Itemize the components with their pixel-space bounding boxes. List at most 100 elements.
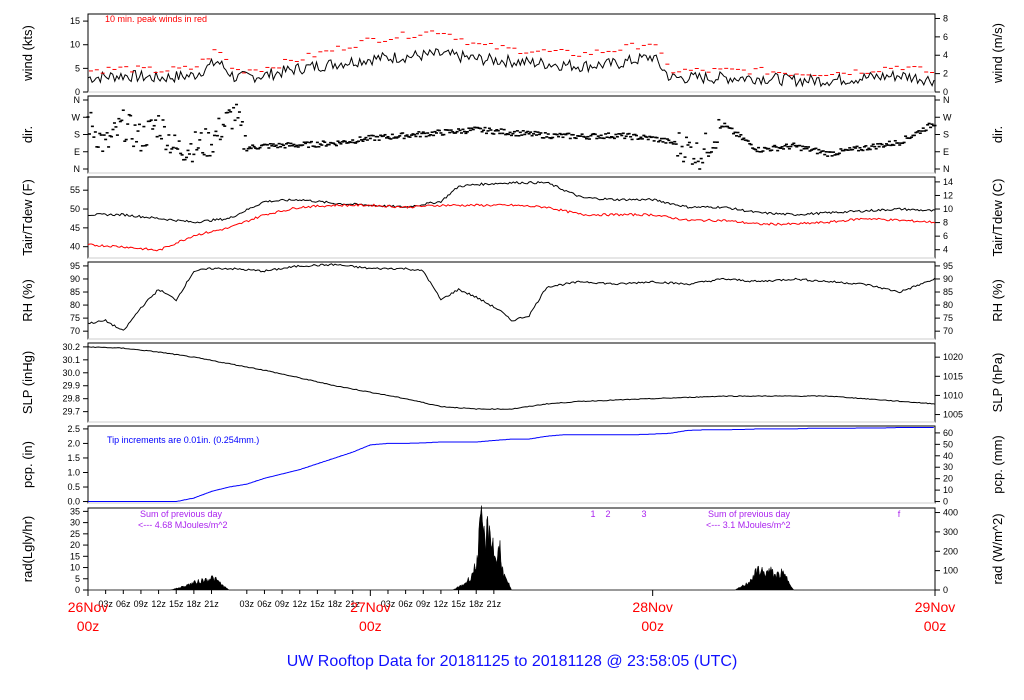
- slp-ytick-label-left: 30.2: [62, 342, 80, 352]
- dir-ytick-label-right: E: [943, 147, 949, 157]
- dir-ytick-label-right: S: [943, 130, 949, 140]
- wind-ytick-label-right: 4: [943, 50, 948, 60]
- pcp-ytick-label-right: 30: [943, 462, 953, 472]
- rh-ytick-label-left: 70: [70, 326, 80, 336]
- rad-mark: 2: [605, 509, 610, 519]
- dir-ylabel-right: dir.: [990, 126, 1005, 143]
- rh-ytick-label-left: 80: [70, 300, 80, 310]
- temp-ytick-label-right: 10: [943, 204, 953, 214]
- pcp-ytick-label-right: 20: [943, 474, 953, 484]
- x-tick-label: 18z: [187, 599, 202, 609]
- x-day-hour-label: 00z: [77, 618, 100, 634]
- rh-ytick-label-right: 90: [943, 274, 953, 284]
- pcp-ylabel-left: pcp. (in): [20, 441, 35, 488]
- pcp-ytick-label-left: 1.0: [67, 467, 80, 477]
- x-tick-label: 03z: [240, 599, 255, 609]
- x-tick-label: 03z: [381, 599, 396, 609]
- pcp-annotation: Tip increments are 0.01in. (0.254mm.): [107, 435, 259, 445]
- x-tick-label: 15z: [451, 599, 466, 609]
- temp-ytick-label-left: 55: [70, 185, 80, 195]
- rad-mark: f: [898, 509, 901, 519]
- x-tick-label: 12z: [292, 599, 307, 609]
- x-day-label: 27Nov: [350, 599, 390, 615]
- rad-mark: 3: [641, 509, 646, 519]
- x-tick-label: 18z: [469, 599, 484, 609]
- x-tick-label: 03z: [98, 599, 113, 609]
- pcp-line: [88, 427, 934, 502]
- wind-frame: [87, 13, 936, 93]
- temp-ylabel-left: Tair/Tdew (F): [20, 179, 35, 256]
- slp-ytick-label-left: 29.7: [62, 407, 80, 417]
- wind-ytick-label-right: 8: [943, 13, 948, 23]
- x-day-label: 26Nov: [68, 599, 108, 615]
- rad-panel: rad(Lgly/hr) rad (W/m^2)05101520253035010…: [20, 505, 1005, 595]
- rad-annotation-2: Sum of previous day: [708, 509, 791, 519]
- pcp-panel: pcp. (in) pcp. (mm) 0.0 0.5 1.0 1.5 2.0 2.5 0 102…: [20, 424, 1005, 507]
- wind-ytick-label-left: 15: [70, 16, 80, 26]
- pcp-ytick-label-right: 50: [943, 439, 953, 449]
- rad-ytick-label-left: 15: [70, 551, 80, 561]
- rad-ytick-label-left: 35: [70, 506, 80, 516]
- rh-ytick-label-right: 80: [943, 300, 953, 310]
- rad-ylabel-right: rad (W/m^2): [990, 513, 1005, 584]
- rad-ytick-label-left: 5: [75, 574, 80, 584]
- slp-ytick-label-right: 1010: [943, 390, 963, 400]
- temp-ylabel-right: Tair/Tdew (C): [990, 178, 1005, 256]
- rh-panel: RH (%) RH (%) 70 75 80 85 90 95 70 75 80 85 90 95: [20, 261, 1005, 340]
- rad-annotation-2-value: <--- 3.1 MJoules/m^2: [706, 520, 791, 530]
- temp-ytick-label-right: 8: [943, 218, 948, 228]
- rh-ylabel-left: RH (%): [20, 279, 35, 322]
- temp-frame: [87, 176, 936, 259]
- x-tick-label: 06z: [257, 599, 272, 609]
- rad-ytick-label-left: 10: [70, 563, 80, 573]
- rad-ytick-label-left: 20: [70, 540, 80, 550]
- dir-ytick-label-right: N: [943, 164, 950, 174]
- rad-ytick-label-right: 0: [943, 585, 948, 595]
- x-tick-label: 18z: [328, 599, 343, 609]
- rad-ytick-label-right: 200: [943, 546, 958, 556]
- wind-ytick-label-left: 10: [70, 40, 80, 50]
- rad-area: [88, 505, 935, 591]
- pcp-ytick-label-left: 2.0: [67, 438, 80, 448]
- pcp-ytick-label-left: 0.0: [67, 497, 80, 507]
- tair-line: [87, 180, 936, 224]
- temp-ytick-label-left: 50: [70, 204, 80, 214]
- x-tick-label: 21z: [204, 599, 219, 609]
- rh-frame: [87, 261, 936, 340]
- rh-ytick-label-right: 85: [943, 287, 953, 297]
- tdew-line: [87, 203, 936, 252]
- rh-ytick-label-left: 90: [70, 274, 80, 284]
- x-day-label: 28Nov: [632, 599, 672, 615]
- slp-ytick-label-right: 1015: [943, 371, 963, 381]
- dir-ytick-label-right: W: [943, 112, 952, 122]
- rad-ylabel-left: rad(Lgly/hr): [20, 516, 35, 582]
- x-tick-label: 12z: [434, 599, 449, 609]
- rad-ytick-label-right: 300: [943, 527, 958, 537]
- rh-ytick-label-left: 85: [70, 287, 80, 297]
- slp-ytick-label-left: 30.0: [62, 368, 80, 378]
- slp-ytick-label-left: 29.9: [62, 381, 80, 391]
- pcp-ytick-label-left: 1.5: [67, 453, 80, 463]
- slp-ytick-label-left: 30.1: [62, 355, 80, 365]
- dir-ytick-label-left: N: [74, 164, 81, 174]
- dir-ytick-label-right: N: [943, 95, 950, 105]
- slp-frame: [87, 342, 936, 423]
- x-axis: 03z 06z 09z 12z 15z 18z 21z 03z 06z 09z 12z 15z 18z 2…: [68, 590, 955, 634]
- page-title: UW Rooftop Data for 20181125 to 20181128…: [287, 653, 738, 670]
- temp-ytick-label-left: 45: [70, 223, 80, 233]
- rad-mark: 1: [590, 509, 595, 519]
- wind-ylabel-left: wind (kts): [20, 25, 35, 82]
- rad-ytick-label-right: 100: [943, 566, 958, 576]
- dir-ytick-label-left: E: [74, 147, 80, 157]
- x-day-hour-label: 00z: [641, 618, 664, 634]
- x-tick-label: 09z: [416, 599, 431, 609]
- temp-ytick-label-right: 12: [943, 190, 953, 200]
- temp-ytick-label-right: 6: [943, 231, 948, 241]
- x-tick-label: 15z: [169, 599, 184, 609]
- dir-ytick-label-left: N: [74, 95, 81, 105]
- x-tick-label: 09z: [275, 599, 290, 609]
- wind-ytick-label-right: 0: [943, 87, 948, 97]
- pcp-ylabel-right: pcp. (mm): [990, 435, 1005, 494]
